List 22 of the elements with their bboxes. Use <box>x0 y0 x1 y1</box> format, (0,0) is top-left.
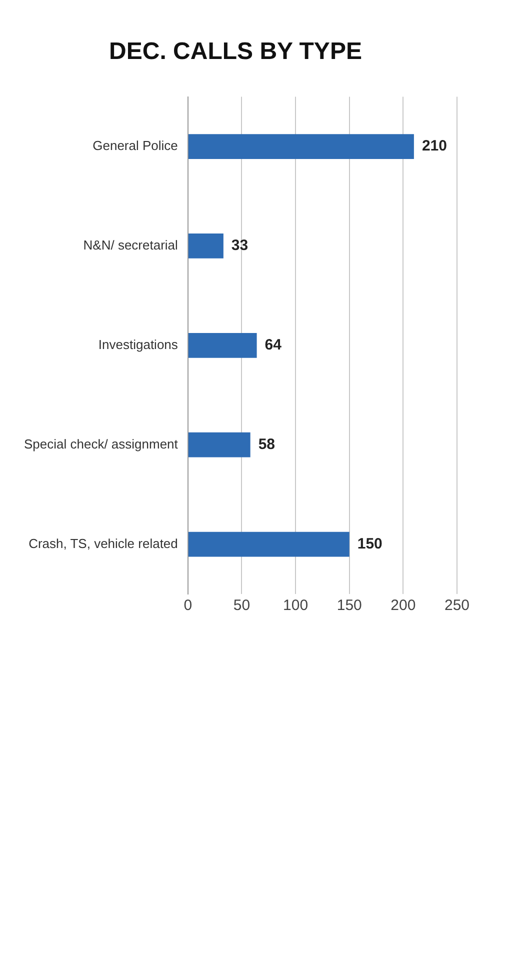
x-tick-label: 100 <box>283 597 308 614</box>
bar <box>188 134 414 159</box>
x-tick-label: 150 <box>336 597 362 614</box>
x-tick-label: 200 <box>390 597 416 614</box>
x-tick-label: 0 <box>184 597 192 614</box>
y-tick-label: N&N/ secretarial <box>83 238 178 253</box>
y-tick-label: Special check/ assignment <box>24 436 178 452</box>
y-tick-label: General Police <box>92 138 178 154</box>
data-label: 33 <box>231 237 248 254</box>
x-tick-label: 250 <box>444 597 470 614</box>
bar <box>188 234 224 258</box>
bar <box>188 532 350 557</box>
bar <box>188 332 257 358</box>
y-tick-label: Crash, TS, vehicle related <box>28 536 178 551</box>
data-label: 58 <box>258 436 276 453</box>
x-tick-label: 50 <box>233 597 250 614</box>
chart-title: DEC. CALLS BY TYPE <box>109 38 362 66</box>
data-label: 64 <box>264 336 282 354</box>
y-tick-label: Investigations <box>98 336 178 352</box>
data-label: 210 <box>422 138 447 155</box>
bar <box>188 432 250 458</box>
data-label: 150 <box>357 535 382 552</box>
